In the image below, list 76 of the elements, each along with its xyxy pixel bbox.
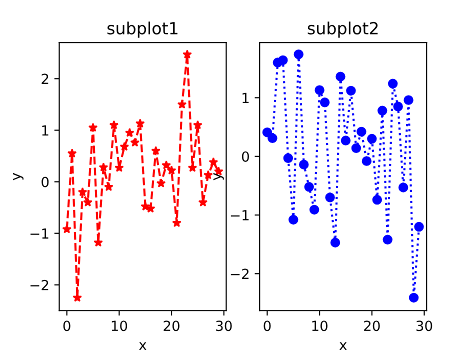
x-axis-title: x — [339, 342, 347, 350]
x-tick-label: 0 — [63, 320, 70, 332]
chart-title: subplot2 — [308, 22, 378, 38]
point — [172, 218, 182, 228]
point — [404, 95, 414, 105]
point — [294, 49, 304, 60]
point — [135, 118, 145, 128]
point — [356, 126, 366, 137]
point — [193, 120, 202, 130]
point — [388, 78, 398, 89]
point — [78, 187, 88, 196]
point — [162, 160, 171, 170]
x-tick-label: 0 — [264, 320, 271, 332]
y-tick-label: −1 — [30, 228, 48, 239]
point — [382, 234, 392, 245]
point — [166, 166, 176, 174]
point — [351, 143, 362, 154]
y-tick-label: 1 — [242, 92, 249, 104]
x-tick-label: 20 — [364, 320, 380, 332]
point — [346, 86, 356, 96]
x-tick-label: 30 — [416, 320, 432, 332]
point — [156, 178, 166, 188]
point — [130, 138, 140, 147]
point — [393, 102, 403, 112]
y-axis-title: y — [13, 172, 24, 180]
point — [124, 128, 134, 137]
x-axis-title: x — [139, 342, 146, 350]
x-tick-label: 10 — [112, 320, 128, 332]
point — [83, 198, 92, 206]
point — [62, 224, 72, 234]
point — [109, 120, 119, 130]
point — [408, 292, 419, 303]
point — [278, 55, 288, 66]
point — [340, 136, 351, 146]
y-tick-label: −2 — [230, 268, 249, 279]
point — [120, 142, 130, 151]
y-axis-title: y — [213, 172, 224, 180]
y-tick-label: 1 — [42, 125, 48, 136]
point — [372, 194, 382, 205]
point — [288, 214, 298, 225]
x-tick-label: 10 — [312, 320, 328, 332]
point — [268, 133, 278, 144]
chart-title: subplot1 — [107, 22, 178, 38]
point — [398, 182, 408, 192]
point — [177, 100, 187, 109]
point — [362, 156, 372, 166]
point — [367, 134, 377, 144]
point — [304, 182, 314, 192]
point — [298, 160, 309, 170]
y-tick-label: 0 — [42, 176, 49, 188]
y-tick-label: −1 — [230, 210, 249, 220]
point — [378, 106, 388, 116]
point — [314, 85, 324, 95]
point — [414, 222, 424, 232]
point — [320, 98, 330, 108]
y-tick-label: 0 — [242, 151, 249, 162]
point — [182, 50, 192, 59]
point — [98, 162, 108, 172]
point — [325, 192, 335, 202]
x-tick-label: 30 — [216, 320, 232, 332]
point — [198, 198, 208, 206]
point — [204, 170, 213, 180]
point — [188, 162, 198, 172]
point — [88, 122, 98, 132]
y-tick-label: 2 — [42, 74, 48, 84]
point — [104, 182, 114, 191]
point — [330, 238, 340, 248]
point — [336, 72, 346, 82]
point — [309, 204, 320, 215]
point — [283, 153, 294, 163]
point — [262, 127, 272, 138]
y-tick-label: −2 — [30, 280, 48, 290]
x-tick-label: 20 — [164, 320, 180, 332]
point — [151, 146, 160, 155]
point — [208, 157, 218, 166]
point — [67, 148, 77, 158]
